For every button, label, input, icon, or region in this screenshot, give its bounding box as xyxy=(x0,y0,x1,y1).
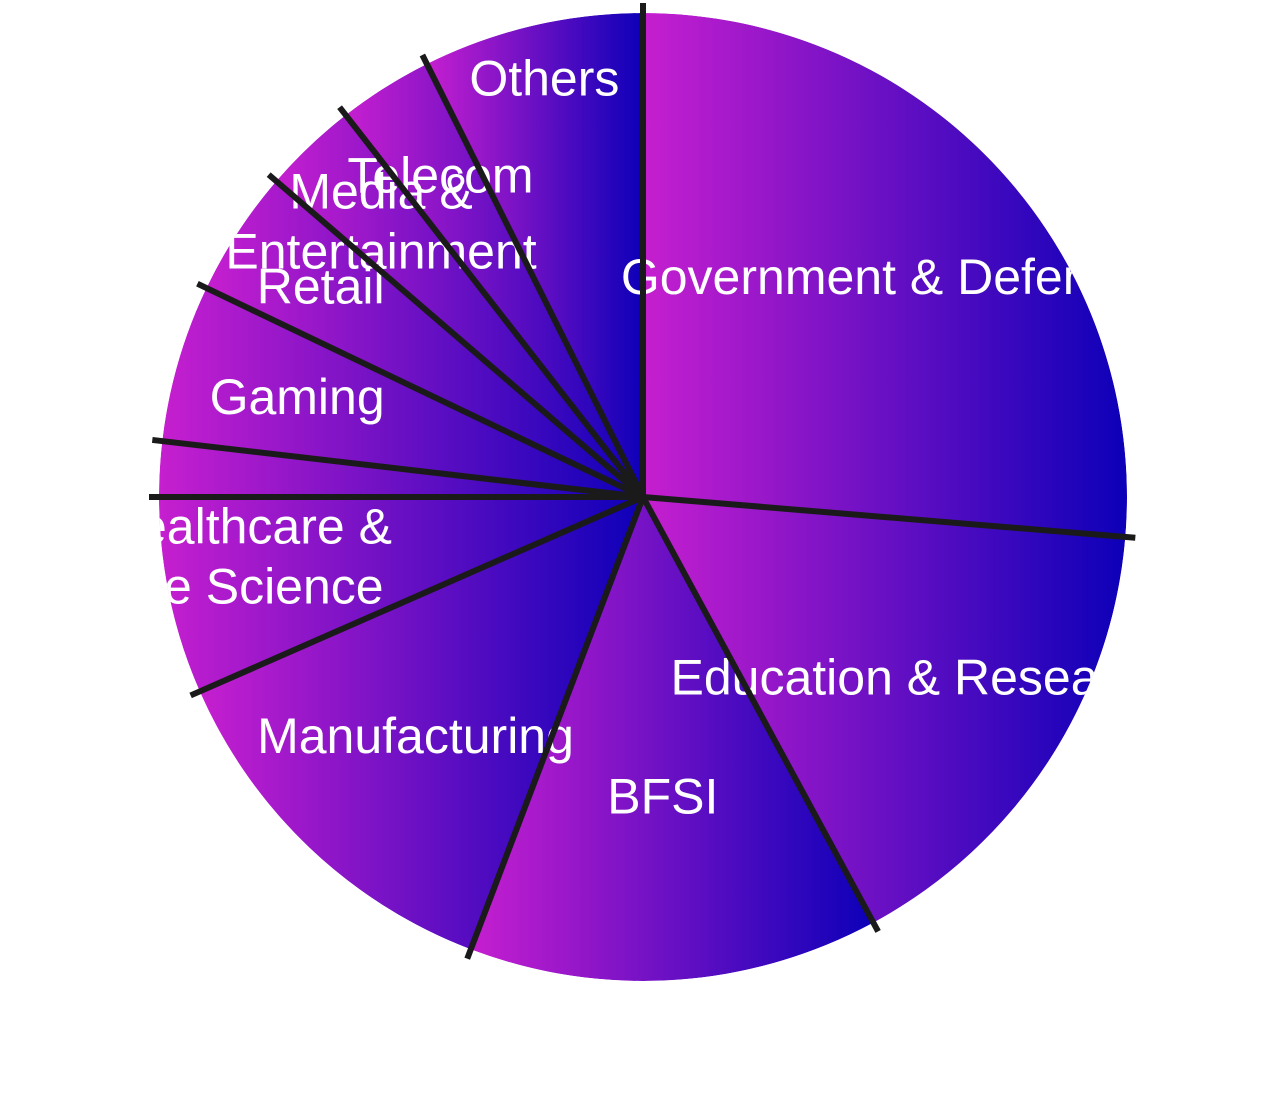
slice-label-healthcare-and-life-science: Healthcare & Life Science xyxy=(103,498,392,614)
slice-dividers xyxy=(149,3,1136,960)
divider-line xyxy=(196,281,645,500)
divider-line xyxy=(640,495,881,933)
slices xyxy=(159,13,1127,981)
slice-media-and-entertainment xyxy=(276,115,643,497)
slice-label-gaming: Gaming xyxy=(210,369,385,425)
slice-government-and-defense xyxy=(643,13,1127,537)
slice-telecom xyxy=(345,63,643,498)
slice-manufacturing xyxy=(199,497,643,950)
slice-retail xyxy=(206,181,643,497)
slice-label-bfsi: BFSI xyxy=(607,768,718,824)
slice-label-others: Others xyxy=(469,50,619,106)
divider-line xyxy=(266,172,645,500)
slice-gaming xyxy=(162,288,643,497)
slice-label-retail: Retail xyxy=(257,258,385,314)
divider-line xyxy=(151,436,644,500)
divider-line xyxy=(189,494,645,699)
slice-others xyxy=(426,13,643,497)
divider-line xyxy=(337,105,646,499)
divider-line xyxy=(419,53,646,499)
slice-label-education-and-research: Education & Research xyxy=(671,649,1169,705)
slice-labels: Government & Defense Education & Research… xyxy=(103,50,1169,824)
slice-bfsi xyxy=(470,497,874,981)
slice-label-government-and-defense: Government & Defense xyxy=(621,249,1144,305)
slice-label-manufacturing: Manufacturing xyxy=(257,708,574,764)
slice-label-media-and-entertainment: Media & Entertainment xyxy=(225,164,536,280)
slice-education-and-research xyxy=(643,497,1126,923)
divider-line xyxy=(464,495,646,960)
slice-healthcare-and-life-science xyxy=(159,441,643,692)
divider-line xyxy=(642,494,1136,541)
